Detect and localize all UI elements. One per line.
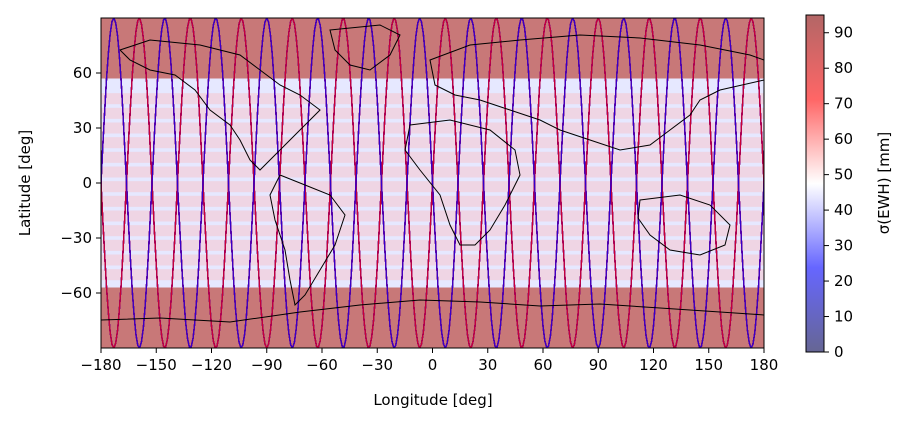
heatmap-stripe	[101, 225, 764, 237]
heatmap-stripe	[101, 269, 764, 281]
heatmap-stripe	[101, 137, 764, 149]
x-tick-label: 30	[478, 356, 497, 374]
x-axis-label: Longitude [deg]	[373, 391, 492, 409]
coastline-europe-asia	[429, 34, 764, 151]
colorbar-tick-label: 60	[834, 130, 853, 148]
heatmap-stripe	[101, 107, 764, 119]
colorbar-tick-label: 70	[834, 95, 853, 113]
coastline-antarctica	[101, 299, 764, 323]
colorbar-tick-label: 40	[834, 201, 853, 219]
heatmap-stripe	[101, 254, 764, 266]
coastline-north-america	[119, 39, 321, 171]
y-tick-label: −60	[60, 284, 92, 302]
y-axis-label: Latitude [deg]	[16, 130, 34, 236]
x-tick-label: −180	[80, 356, 121, 374]
x-tick-label: 90	[589, 356, 608, 374]
x-tick-label: −90	[251, 356, 283, 374]
colorbar-tick-label: 0	[834, 343, 844, 361]
colorbar-tick-label: 90	[834, 24, 853, 42]
x-tick-label: −120	[191, 356, 232, 374]
colorbar-tick-label: 20	[834, 272, 853, 290]
x-tick-label: −150	[136, 356, 177, 374]
ground-tracks	[101, 18, 764, 348]
y-tick-label: −30	[60, 229, 92, 247]
heatmap-stripe	[101, 93, 764, 105]
colorbar-frame	[805, 14, 825, 353]
x-tick-label: 150	[694, 356, 723, 374]
heatmap-band	[101, 287, 764, 348]
y-axis-ticks: 60 30 0 −30 −60	[60, 64, 101, 302]
y-tick-label: 30	[73, 119, 92, 137]
colorbar-label: σ(EWH) [mm]	[875, 132, 893, 235]
heatmap-stripe	[101, 239, 764, 251]
coastline-greenland	[329, 24, 401, 71]
heatmap-stripe	[101, 122, 764, 134]
x-tick-label: 60	[533, 356, 552, 374]
coastline-africa	[404, 119, 521, 246]
coastlines	[101, 24, 764, 323]
heatmap-stripe	[101, 195, 764, 207]
x-tick-label: 0	[428, 356, 438, 374]
colorbar-ticks: 0 10 20 30 40 50 60 70 80 90	[824, 24, 853, 361]
x-axis-ticks: −180 −150 −120 −90 −60 −30 0 30 60 90 120 150 180	[80, 348, 778, 374]
colorbar-tick-label: 80	[834, 59, 853, 77]
heatmap-band	[101, 18, 764, 79]
x-tick-label: −60	[306, 356, 338, 374]
x-tick-label: 120	[639, 356, 668, 374]
heatmap-stripe	[101, 151, 764, 163]
x-tick-label: −30	[361, 356, 393, 374]
x-tick-label: 180	[750, 356, 779, 374]
colorbar-tick-label: 30	[834, 237, 853, 255]
y-tick-label: 60	[73, 64, 92, 82]
heatmap-stripe	[101, 210, 764, 222]
ground-track-descending	[101, 18, 764, 348]
coastline-south-america	[269, 174, 346, 307]
colorbar-tick-label: 50	[834, 166, 853, 184]
colorbar-tick-label: 10	[834, 308, 853, 326]
coastline-australia	[637, 194, 731, 256]
colorbar-fill	[806, 15, 824, 352]
y-tick-label: 0	[82, 174, 92, 192]
